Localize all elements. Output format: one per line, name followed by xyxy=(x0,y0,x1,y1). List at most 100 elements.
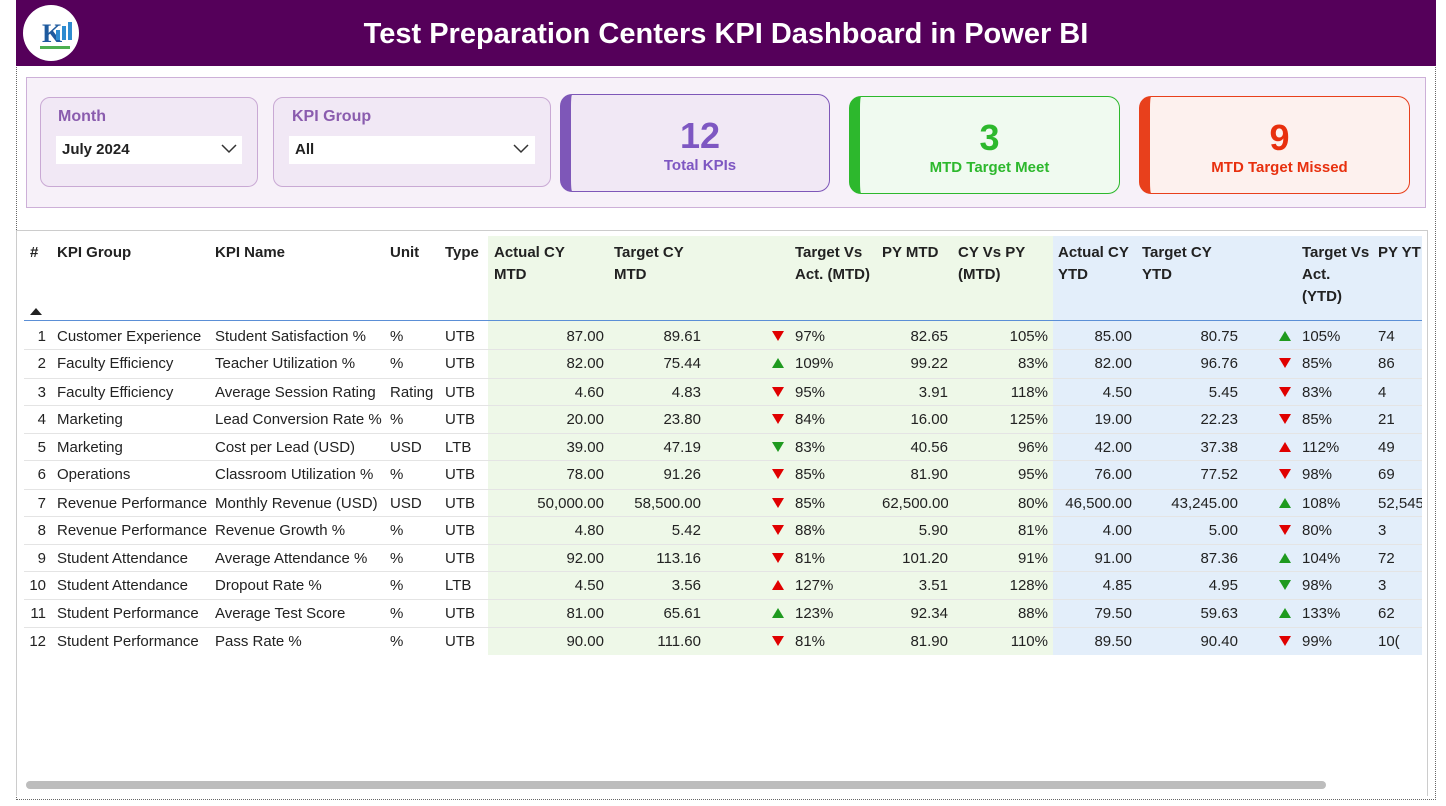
table-cell: 49 xyxy=(1378,439,1395,456)
row-divider xyxy=(24,544,1422,545)
status-arrow-down xyxy=(772,498,784,508)
table-cell: Student Performance xyxy=(57,605,199,622)
row-divider xyxy=(24,378,1422,379)
slicer-label: Month xyxy=(58,108,106,125)
table-cell: 4 xyxy=(1378,384,1387,401)
table-cell: 65.61 xyxy=(663,605,701,622)
kpi-card: 3 MTD Target Meet xyxy=(849,96,1120,194)
table-cell: 108% xyxy=(1302,495,1341,512)
row-divider xyxy=(24,349,1422,350)
card-value: 12 xyxy=(679,115,721,156)
kpi-group-dropdown[interactable]: All xyxy=(289,136,535,164)
table-cell: 81.00 xyxy=(566,605,604,622)
chevron xyxy=(513,144,529,154)
table-cell: 23.80 xyxy=(663,411,701,428)
table-cell: 40.56 xyxy=(910,439,948,456)
table-cell: 110% xyxy=(1010,633,1048,650)
table-cell: Faculty Efficiency xyxy=(57,384,174,401)
kpi-card: 9 MTD Target Missed xyxy=(1139,96,1410,194)
table-cell: 3.91 xyxy=(918,384,948,401)
table-cell: 50,000.00 xyxy=(537,495,604,512)
table-cell: 2 xyxy=(37,355,46,372)
status-arrow-down xyxy=(772,331,784,341)
header-bar xyxy=(16,0,1436,66)
table-cell: 88% xyxy=(795,522,826,539)
status-arrow-up xyxy=(772,358,784,368)
table-cell: 81% xyxy=(1017,522,1048,539)
table-cell: 62 xyxy=(1378,605,1395,622)
status-arrow-down xyxy=(772,442,784,452)
table-cell: 9 xyxy=(37,550,46,567)
table-cell: 46,500.00 xyxy=(1065,495,1132,512)
table-cell: 81% xyxy=(795,550,826,567)
ytd-band xyxy=(1053,236,1422,655)
table-cell: 10 xyxy=(29,577,46,594)
table-cell: 10( xyxy=(1378,633,1400,650)
table-cell: 4.85 xyxy=(1102,577,1132,594)
table-cell: 89.50 xyxy=(1094,633,1132,650)
table-cell: 47.19 xyxy=(663,439,701,456)
table-cell: Dropout Rate % xyxy=(215,577,322,594)
row-divider xyxy=(24,627,1422,628)
table-cell: Average Session Rating xyxy=(215,384,376,401)
table-cell: Revenue Performance xyxy=(57,495,208,512)
table-cell: 127% xyxy=(795,577,834,594)
table-cell: 39.00 xyxy=(566,439,604,456)
table-cell: 4.00 xyxy=(1102,522,1132,539)
table-cell: 58,500.00 xyxy=(634,495,701,512)
table-cell: 128% xyxy=(1009,577,1048,594)
table-cell: 3.56 xyxy=(671,577,701,594)
table-cell: 90.00 xyxy=(566,633,604,650)
table-cell: % xyxy=(390,355,404,372)
row-divider xyxy=(24,460,1422,461)
column-header: Actual CY MTD xyxy=(494,244,565,283)
table-cell: 96% xyxy=(1017,439,1048,456)
column-header: PY YT xyxy=(1378,244,1421,261)
table-cell: 109% xyxy=(795,355,834,372)
table-cell: 98% xyxy=(1302,466,1333,483)
table-cell: 16.00 xyxy=(910,411,948,428)
column-header: CY Vs PY (MTD) xyxy=(958,244,1025,283)
status-arrow-up xyxy=(1279,553,1291,563)
column-header: KPI Group xyxy=(57,244,132,261)
table-cell: UTB xyxy=(445,328,475,345)
sort-arrow[interactable] xyxy=(29,306,43,316)
table-cell: 74 xyxy=(1378,328,1395,345)
card-label: MTD Target Missed xyxy=(1211,159,1348,176)
table-cell: 123% xyxy=(795,605,834,622)
table-cell: 80.75 xyxy=(1200,328,1238,345)
table-cell: 4.50 xyxy=(1102,384,1132,401)
table-cell: 6 xyxy=(37,466,46,483)
table-cell: 8 xyxy=(37,522,46,539)
table-cell: LTB xyxy=(445,577,472,594)
table-cell: Average Attendance % xyxy=(215,550,368,567)
table-cell: 91% xyxy=(1017,550,1048,567)
table-cell: 69 xyxy=(1378,466,1395,483)
table-cell: Average Test Score xyxy=(215,605,346,622)
kpi-card: 12 Total KPIs xyxy=(560,94,830,192)
table-cell: Student Attendance xyxy=(57,550,188,567)
column-header: Target Vs Act. (YTD) xyxy=(1302,244,1370,305)
column-header: Actual CY YTD xyxy=(1058,244,1129,283)
status-arrow-down xyxy=(1279,525,1291,535)
table-cell: 89.61 xyxy=(663,328,701,345)
table-cell: 78.00 xyxy=(566,466,604,483)
status-arrow-down xyxy=(772,387,784,397)
table-cell: 99.22 xyxy=(910,355,948,372)
table-cell: % xyxy=(390,466,404,483)
status-arrow-down xyxy=(772,469,784,479)
table-cell: 88% xyxy=(1017,605,1048,622)
status-arrow-up xyxy=(1279,608,1291,618)
scrollbar[interactable] xyxy=(26,781,1326,789)
month-dropdown[interactable]: July 2024 xyxy=(56,136,242,164)
table-cell: 82.65 xyxy=(910,328,948,345)
row-divider xyxy=(24,516,1422,517)
chevron xyxy=(221,144,237,154)
column-header: KPI Name xyxy=(215,244,286,261)
table-cell: 19.00 xyxy=(1094,411,1132,428)
table-cell: 85% xyxy=(795,495,826,512)
card-label: MTD Target Meet xyxy=(929,159,1050,176)
table-cell: 72 xyxy=(1378,550,1395,567)
header-divider xyxy=(24,320,1422,321)
row-divider xyxy=(24,599,1422,600)
